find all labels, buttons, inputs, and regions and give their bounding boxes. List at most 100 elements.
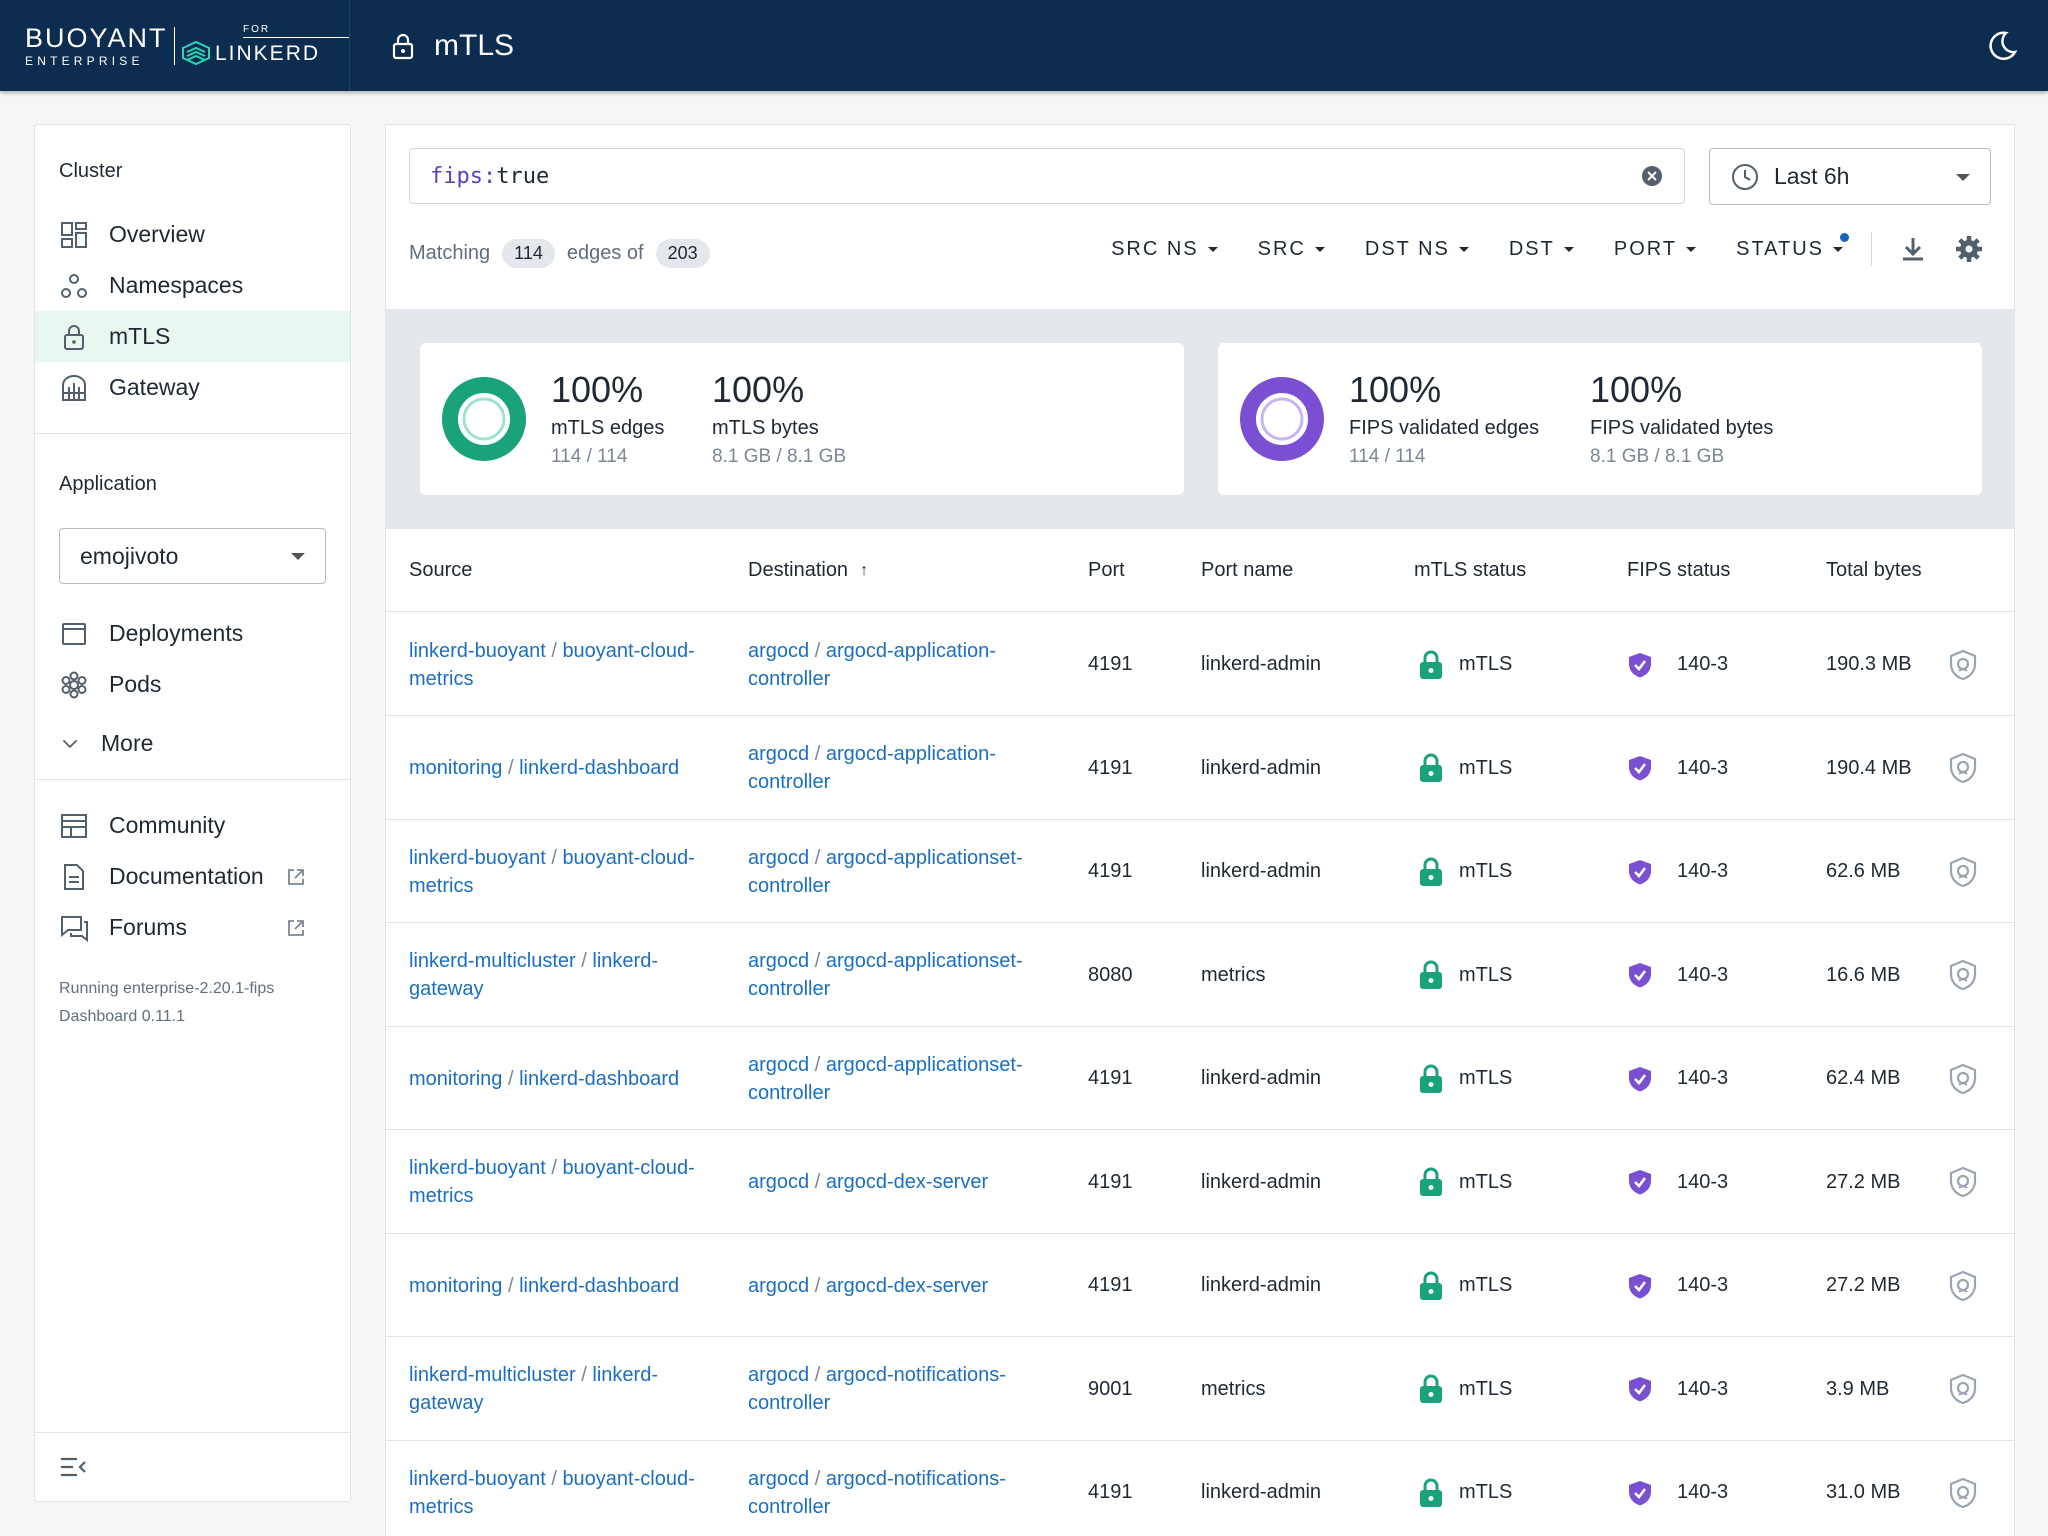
shield-icon	[1949, 856, 1977, 887]
source-link[interactable]: linkerd-buoyant / buoyant-cloud-metrics	[409, 637, 709, 693]
source-link[interactable]: linkerd-multicluster / linkerd-gateway	[409, 947, 709, 1003]
filter-src-ns[interactable]: SRC NS	[1111, 238, 1218, 261]
time-range-select[interactable]: Last 6h	[1709, 148, 1991, 205]
destination-link[interactable]: argocd / argocd-notifications-controller	[748, 1465, 1048, 1521]
destination-link[interactable]: argocd / argocd-applicationset-controlle…	[748, 844, 1048, 900]
sidebar-item-documentation[interactable]: Documentation	[35, 851, 350, 902]
clear-icon[interactable]	[1640, 164, 1664, 188]
chevron-down-icon	[1563, 246, 1574, 252]
sidebar-item-more[interactable]: More	[35, 718, 350, 769]
destination-link[interactable]: argocd / argocd-dex-server	[748, 1272, 988, 1300]
table-row[interactable]: linkerd-multicluster / linkerd-gateway ar…	[386, 1338, 2014, 1441]
source-link[interactable]: linkerd-buoyant / buoyant-cloud-metrics	[409, 1154, 709, 1210]
column-header-total-bytes[interactable]: Total bytes	[1826, 529, 1922, 612]
filter-port[interactable]: PORT	[1614, 238, 1697, 261]
port-cell: 4191	[1088, 860, 1133, 882]
policy-shield-cell[interactable]	[1949, 717, 1977, 820]
destination-link[interactable]: argocd / argocd-notifications-controller	[748, 1361, 1048, 1417]
source-link[interactable]: linkerd-multicluster / linkerd-gateway	[409, 1361, 709, 1417]
mtls-summary-card: 100% mTLS edges 114 / 114 100% mTLS byte…	[420, 343, 1184, 495]
policy-shield-cell[interactable]	[1949, 820, 1977, 923]
destination-link[interactable]: argocd / argocd-application-controller	[748, 637, 1048, 693]
policy-shield-cell[interactable]	[1949, 1338, 1977, 1441]
source-link[interactable]: monitoring / linkerd-dashboard	[409, 1272, 679, 1300]
source-link[interactable]: monitoring / linkerd-dashboard	[409, 1065, 679, 1093]
collapse-sidebar-icon[interactable]	[59, 1453, 87, 1481]
source-namespace: linkerd-buoyant	[409, 846, 546, 869]
policy-shield-cell[interactable]	[1949, 613, 1977, 716]
mtls-status-cell: mTLS	[1417, 1027, 1512, 1130]
sidebar-item-deployments[interactable]: Deployments	[35, 608, 350, 659]
column-header-source[interactable]: Source	[409, 529, 472, 612]
destination-link[interactable]: argocd / argocd-applicationset-controlle…	[748, 947, 1048, 1003]
filter-dst-ns[interactable]: DST NS	[1365, 238, 1469, 261]
source-namespace: linkerd-buoyant	[409, 1157, 546, 1179]
total-bytes-cell: 27.2 MB	[1826, 1274, 1901, 1296]
policy-shield-cell[interactable]	[1949, 1441, 1977, 1536]
table-row[interactable]: linkerd-buoyant / buoyant-cloud-metrics a…	[386, 1441, 2014, 1536]
table-row[interactable]: linkerd-buoyant / buoyant-cloud-metrics a…	[386, 613, 2014, 716]
filter-dst[interactable]: DST	[1509, 238, 1574, 261]
source-namespace: linkerd-multicluster	[409, 1364, 576, 1386]
policy-shield-cell[interactable]	[1949, 1027, 1977, 1130]
sidebar-item-gateway[interactable]: Gateway	[35, 362, 350, 413]
mtls-status-cell: mTLS	[1417, 613, 1512, 716]
column-header-port-name[interactable]: Port name	[1201, 529, 1293, 612]
shield-icon	[1949, 752, 1977, 784]
destination-link[interactable]: argocd / argocd-applicationset-controlle…	[748, 1051, 1048, 1107]
application-select-value: emojivoto	[80, 542, 179, 569]
column-header-mtls-status[interactable]: mTLS status	[1414, 529, 1526, 612]
table-row[interactable]: linkerd-multicluster / linkerd-gateway ar…	[386, 924, 2014, 1027]
port-cell: 4191	[1088, 1481, 1133, 1503]
sidebar-item-overview[interactable]: Overview	[35, 209, 350, 260]
sidebar-item-namespaces[interactable]: Namespaces	[35, 260, 350, 311]
policy-shield-cell[interactable]	[1949, 1234, 1977, 1337]
destination-workload: argocd-applicationset-controller	[748, 950, 1023, 1000]
column-header-destination[interactable]: Destination ↑	[748, 529, 868, 612]
fips-status-label: 140-3	[1677, 1377, 1729, 1400]
filter-status[interactable]: STATUS	[1736, 232, 1849, 261]
column-header-fips-status[interactable]: FIPS status	[1627, 529, 1730, 612]
application-select[interactable]: emojivoto	[59, 528, 326, 584]
stat-label: mTLS bytes	[712, 417, 819, 439]
source-link[interactable]: monitoring / linkerd-dashboard	[409, 754, 679, 782]
download-icon[interactable]	[1898, 234, 1928, 264]
search-input[interactable]: fips: true	[409, 148, 1685, 204]
table-row[interactable]: monitoring / linkerd-dashboard argocd / a…	[386, 717, 2014, 820]
destination-cell: argocd / argocd-application-controller	[748, 717, 1048, 820]
table-row[interactable]: monitoring / linkerd-dashboard argocd / a…	[386, 1027, 2014, 1130]
table-row[interactable]: linkerd-buoyant / buoyant-cloud-metrics a…	[386, 820, 2014, 923]
destination-workload: argocd-notifications-controller	[748, 1467, 1006, 1518]
chevron-down-icon	[1314, 246, 1325, 252]
documentation-icon	[64, 863, 84, 890]
brand-logo[interactable]: BUOYANT ENTERPRISE FOR LINKERD	[0, 0, 350, 91]
sidebar-item-pods[interactable]: Pods	[35, 659, 350, 710]
column-header-label: FIPS status	[1627, 559, 1731, 581]
port-name-cell: linkerd-admin	[1201, 860, 1322, 882]
total-bytes-cell: 3.9 MB	[1826, 1377, 1890, 1400]
source-link[interactable]: linkerd-buoyant / buoyant-cloud-metrics	[409, 1465, 709, 1521]
source-link[interactable]: linkerd-buoyant / buoyant-cloud-metrics	[409, 844, 709, 900]
sidebar-item-forums[interactable]: Forums	[35, 902, 350, 953]
mtls-status-label: mTLS	[1459, 756, 1513, 779]
matching-middle: edges of	[566, 242, 644, 264]
destination-link[interactable]: argocd / argocd-dex-server	[748, 1168, 988, 1196]
source-cell: linkerd-multicluster / linkerd-gateway	[409, 924, 709, 1027]
destination-namespace: argocd	[748, 1053, 810, 1076]
column-header-label: mTLS status	[1414, 559, 1527, 581]
shield-icon	[1949, 1477, 1977, 1508]
total-bytes-cell: 190.4 MB	[1826, 756, 1912, 779]
sidebar-item-mtls[interactable]: mTLS	[35, 311, 350, 362]
sidebar-item-community[interactable]: Community	[35, 800, 350, 851]
policy-shield-cell[interactable]	[1949, 924, 1977, 1027]
source-namespace: linkerd-buoyant	[409, 639, 546, 662]
table-row[interactable]: monitoring / linkerd-dashboard argocd / a…	[386, 1234, 2014, 1337]
filter-src[interactable]: SRC	[1258, 238, 1325, 261]
table-row[interactable]: linkerd-buoyant / buoyant-cloud-metrics a…	[386, 1131, 2014, 1234]
policy-shield-cell[interactable]	[1949, 1131, 1977, 1234]
destination-link[interactable]: argocd / argocd-application-controller	[748, 740, 1048, 796]
column-header-port[interactable]: Port	[1088, 529, 1125, 612]
fips-ring-icon	[1240, 377, 1324, 461]
gear-icon[interactable]	[1954, 234, 1984, 264]
moon-icon[interactable]	[1984, 28, 2020, 64]
